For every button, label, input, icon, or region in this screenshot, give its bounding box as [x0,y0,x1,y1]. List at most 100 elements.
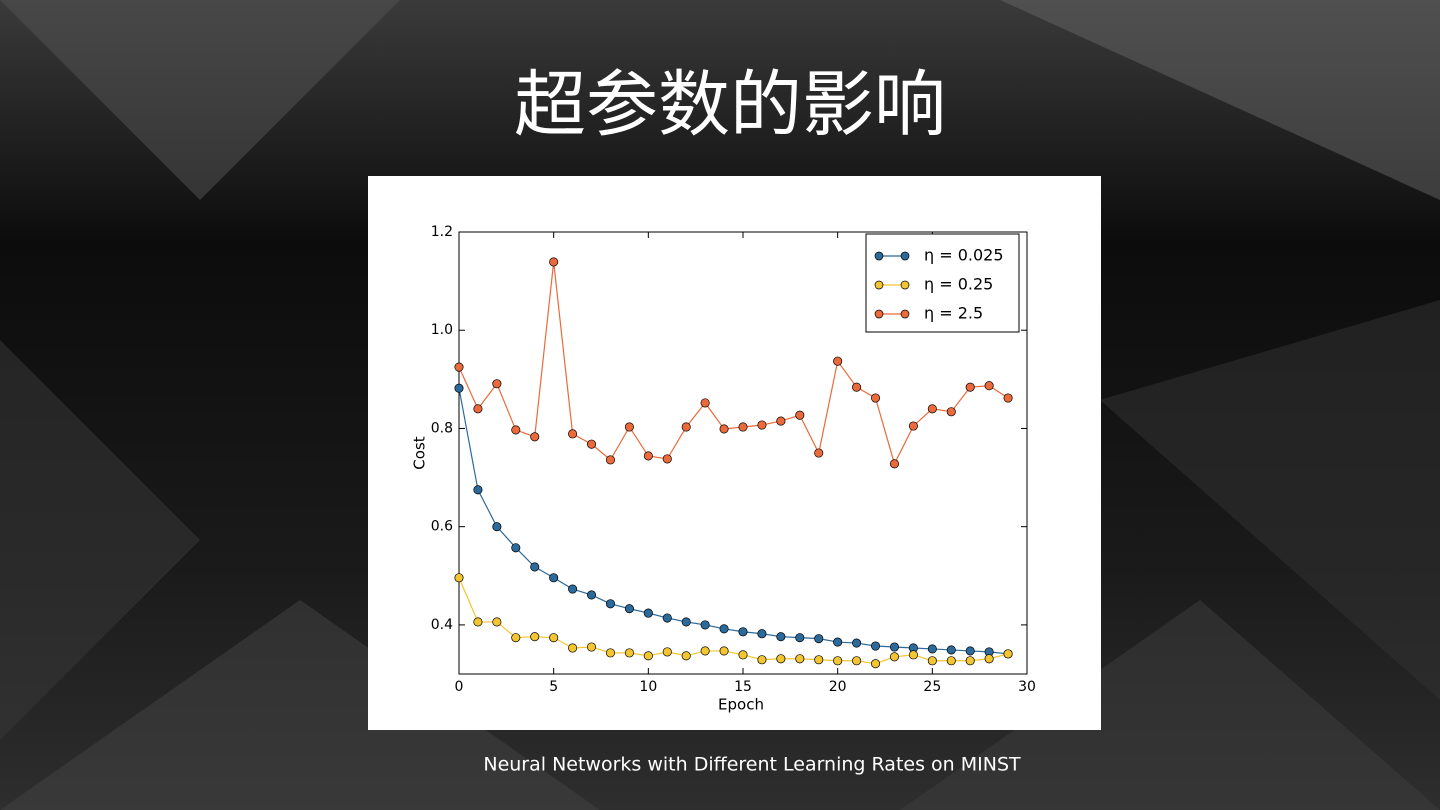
data-point [719,424,729,434]
data-point [549,257,559,267]
data-point [965,656,975,666]
data-point [795,654,805,664]
data-point [454,573,464,583]
caption: Neural Networks with Different Learning … [483,754,1021,776]
x-tick-label: 25 [923,679,941,695]
data-point [908,421,918,431]
legend-marker [900,280,910,290]
data-point [757,629,767,639]
data-point [833,356,843,366]
data-point [511,633,521,643]
data-point [681,617,691,627]
data-point [568,584,578,594]
data-point [946,645,956,655]
data-point [719,646,729,656]
x-tick-label: 15 [734,679,752,695]
data-point [624,648,634,658]
data-point [795,410,805,420]
data-point [738,627,748,637]
data-point [549,633,559,643]
data-point [946,656,956,666]
data-point [833,637,843,647]
data-point [511,425,521,435]
data-point [511,543,521,553]
data-point [814,655,824,665]
x-tick-label: 0 [455,679,464,695]
data-point [700,398,710,408]
data-point [605,455,616,465]
data-point [776,416,786,426]
data-point [965,646,975,656]
data-point [852,656,862,666]
data-point [814,448,824,458]
data-point [870,393,881,403]
legend-label: η = 0.025 [924,246,1004,265]
legend-marker [900,309,910,319]
data-point [473,617,483,627]
legend-label: η = 0.25 [924,275,993,294]
data-point [643,608,653,618]
data-point [984,381,994,391]
data-point [946,407,956,417]
data-point [454,383,464,393]
data-point [473,485,483,495]
data-point [908,650,918,660]
data-point [889,642,900,652]
data-point [530,562,540,572]
data-point [454,362,464,372]
legend-marker [874,280,884,290]
data-point [681,422,691,432]
data-point [662,647,672,657]
data-point [549,573,559,583]
data-point [776,654,786,664]
data-point [624,604,634,614]
data-point [586,590,597,600]
legend-marker [874,251,884,261]
data-point [870,659,881,669]
data-point [492,522,502,532]
x-tick-label: 20 [829,679,847,695]
x-tick-label: 5 [549,679,558,695]
legend-marker [874,309,884,319]
chart: Epoch Cost 0 5 10 15 20 25 30 0.4 0.6 0.8 1.0 1.2 η … [411,224,1036,714]
legend-box [865,233,1020,333]
y-tick-label: 0.6 [431,519,453,535]
data-point [776,632,786,642]
data-point [492,379,502,389]
y-tick-label: 0.4 [431,617,453,633]
data-point [605,648,616,658]
data-point [681,651,691,661]
legend-item: η = 0.25 [874,275,993,294]
data-point [700,620,710,630]
data-point [795,633,805,643]
data-point [1003,393,1013,403]
data-point [700,646,710,656]
data-point [643,451,653,461]
data-point [984,654,994,664]
data-point [719,624,729,634]
data-point [586,439,597,449]
data-point [738,422,748,432]
data-point [927,656,937,666]
data-point [965,382,975,392]
data-point [833,656,843,666]
x-tick-label: 30 [1018,679,1036,695]
data-point [605,599,616,609]
legend-marker [900,251,910,261]
data-point [927,404,937,414]
data-point [530,432,540,442]
data-point [757,420,767,430]
data-point [492,617,502,627]
data-point [1003,649,1013,659]
data-point [927,644,937,654]
data-point [870,641,881,651]
data-point [757,655,767,665]
legend: η = 0.025 η = 0.25 η = 2.5 [865,233,1020,333]
legend-label: η = 2.5 [924,304,983,323]
legend-item: η = 2.5 [874,304,983,323]
legend-item: η = 0.025 [874,246,1004,265]
y-axis-label: Cost [411,436,429,469]
